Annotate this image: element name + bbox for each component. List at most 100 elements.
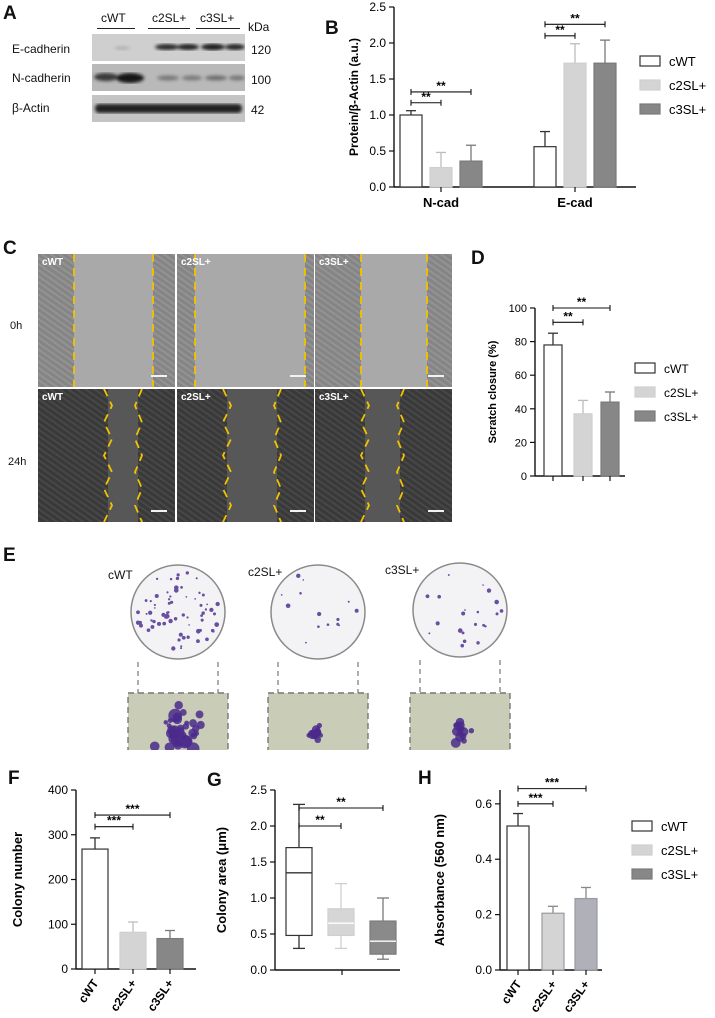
x-tick-label: cWT	[75, 976, 101, 1005]
kda-value: 42	[251, 103, 265, 117]
legend-swatch	[634, 410, 656, 422]
colony-dot	[169, 577, 173, 581]
scratch-gap	[74, 254, 153, 387]
scratch-edge-lines	[222, 389, 282, 522]
panel-label-f: F	[8, 768, 20, 789]
colony-dot	[206, 603, 209, 606]
y-tick-label: 0	[521, 471, 527, 483]
colony-blob	[450, 737, 461, 748]
legend-label: cWT	[661, 819, 688, 834]
colony-dot	[447, 574, 450, 576]
colony-dish	[409, 562, 511, 750]
colony-dot	[164, 613, 170, 619]
colony-dot	[144, 599, 148, 602]
colony-dot	[201, 593, 205, 597]
colony-blob	[174, 701, 183, 710]
lane-underline	[196, 28, 240, 29]
colony-dot	[457, 628, 463, 633]
y-tick-label: 40	[515, 404, 527, 416]
scratch-gap	[227, 389, 277, 522]
scratch-edge-lines	[360, 254, 428, 387]
legend-label: cWT	[664, 362, 689, 376]
colony-dot	[482, 584, 484, 586]
bar	[156, 937, 184, 970]
y-tick-label: 0.6	[475, 797, 492, 811]
y-tick-label: 0.4	[475, 852, 492, 866]
colony-dot	[212, 612, 216, 616]
colony-dot	[196, 639, 200, 644]
y-axis: 0.0 0.5 1.0 1.5 2.0 2.5 Colony area (μm)	[214, 783, 276, 977]
significance-label: **	[563, 309, 573, 323]
colony-dot	[176, 573, 180, 577]
panel-label-h: H	[418, 768, 432, 789]
colony-dot	[336, 617, 340, 622]
lane-underline	[148, 28, 190, 29]
legend-swatch	[631, 868, 653, 880]
scale-bar	[151, 375, 167, 377]
bar	[533, 146, 557, 188]
colony-dot	[461, 631, 465, 635]
colony-dot	[153, 603, 156, 607]
lane-label-c3sl: c3SL+	[200, 11, 235, 25]
scratch-edge-lines	[194, 254, 306, 387]
y-tick-label: 400	[48, 783, 68, 797]
colony-blob	[164, 742, 175, 750]
panel-label-e: E	[3, 545, 16, 566]
y-tick-label: 0.0	[250, 963, 267, 977]
colony-dot	[214, 622, 220, 627]
dish-circle	[130, 564, 226, 660]
colony-dot	[464, 609, 466, 611]
colony-blob	[163, 720, 169, 725]
colony-dot	[175, 576, 180, 581]
legend-label: c2SL+	[669, 78, 706, 93]
colony-dot	[181, 613, 185, 617]
colony-blob	[309, 729, 317, 737]
colony-dot	[483, 625, 486, 628]
colony-dot	[476, 610, 480, 614]
colony-dot	[171, 646, 176, 651]
panel-label-g: G	[207, 770, 222, 791]
panel-label-a: A	[3, 3, 17, 24]
bar	[600, 401, 620, 477]
scratch-image-label: c2SL+	[181, 392, 211, 403]
y-tick-label: 1.5	[250, 855, 267, 869]
box	[327, 908, 355, 937]
colony-dot	[435, 621, 440, 626]
legend-swatch	[634, 386, 656, 398]
chart-d: 0 20 40 60 80 100 Scratch closure (%) ** ** cWT c2…	[487, 295, 698, 483]
scratch-image-label: c2SL+	[181, 257, 211, 268]
y-axis: 0.0 0.2 0.4 0.6 Absorbance (560 nm)	[432, 790, 501, 977]
significance-label: ***	[125, 802, 139, 816]
colony-dot	[299, 592, 302, 595]
scratch-edge-left	[222, 389, 232, 522]
scratch-image-label: cWT	[42, 392, 64, 403]
bar	[506, 825, 530, 971]
colony-dish	[267, 564, 369, 750]
significance-label: ***	[545, 776, 559, 790]
colony-dot	[145, 612, 148, 615]
scale-bar	[290, 510, 306, 512]
colony-dot	[460, 643, 465, 648]
scratch-image: c3SL+	[315, 389, 452, 522]
colony-dot	[302, 579, 305, 581]
bar	[593, 62, 617, 188]
colony-dot	[153, 607, 156, 609]
kda-value: 120	[251, 43, 272, 57]
y-tick-label: 2.0	[250, 819, 267, 833]
colony-blob	[178, 735, 192, 749]
colony-dot	[174, 585, 179, 590]
colony-dot	[136, 610, 140, 615]
colony-dot	[173, 617, 178, 621]
colony-dot	[150, 625, 155, 629]
colony-dot	[437, 594, 442, 599]
scratch-edge-right	[273, 389, 282, 522]
colony-dot	[495, 612, 499, 616]
chart-b: 0.0 0.5 1.0 1.5 2.0 2.5 Protein/β-Actin (a.u.)…	[347, 0, 706, 210]
colony-dot	[199, 603, 203, 607]
y-tick-label: 2.0	[369, 36, 386, 50]
x-tick-label: E-cad	[557, 195, 592, 210]
y-tick-label: 100	[48, 917, 68, 931]
y-axis: 0.0 0.5 1.0 1.5 2.0 2.5 Protein/β-Actin (a.u.)	[347, 0, 395, 194]
colony-dot	[178, 632, 183, 637]
colony-dot	[212, 630, 215, 633]
